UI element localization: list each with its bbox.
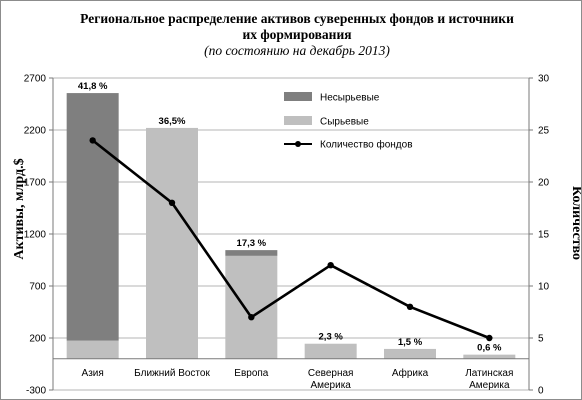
y2-tick-label-0: 30 bbox=[538, 74, 550, 85]
data-label-5: 0,6 % bbox=[477, 343, 502, 354]
chart-title-line-2: их формирования bbox=[242, 27, 351, 42]
y-tick-label-3: 1200 bbox=[24, 230, 47, 241]
count-point-3 bbox=[327, 262, 334, 269]
legend-swatch-0 bbox=[284, 92, 312, 101]
count-point-1 bbox=[168, 199, 176, 206]
category-label-4-line-0: Африка bbox=[392, 367, 429, 379]
bars bbox=[66, 93, 516, 359]
count-point-4 bbox=[406, 303, 414, 310]
data-label-2: 17,3 % bbox=[237, 238, 267, 249]
y2-tick-label-5: 5 bbox=[538, 334, 544, 345]
data-label-3: 2,3 % bbox=[319, 332, 344, 343]
category-label-5-line-1: Америка bbox=[469, 380, 510, 391]
chart-title: Региональное распределение активов сувер… bbox=[80, 11, 514, 58]
bar-raw-5 bbox=[463, 354, 516, 359]
legend-swatch-marker-2 bbox=[295, 141, 301, 147]
count-line bbox=[89, 137, 493, 342]
category-label-2: Европа bbox=[234, 368, 269, 379]
count-point-0 bbox=[89, 137, 96, 144]
y2-axis-title: Количество bbox=[569, 186, 581, 260]
legend-label-1: Сырьевые bbox=[320, 117, 369, 128]
count-line-path bbox=[91, 139, 490, 340]
legend: Несырьевые Сырьевые Количество фондов bbox=[284, 92, 413, 151]
category-label-3-line-1: Америка bbox=[310, 380, 351, 391]
category-label-1-line-0: Ближний Восток bbox=[134, 368, 210, 379]
count-point-5 bbox=[486, 334, 493, 342]
category-label-2-line-0: Европа bbox=[234, 368, 269, 379]
data-labels: 41,8 % 36,5% 17,3 % 2,3 % 1,5 % 0,6 % bbox=[78, 81, 502, 354]
y2-tick-label-2: 20 bbox=[538, 178, 550, 189]
y2-tick-label-4: 10 bbox=[538, 282, 550, 293]
data-label-0: 41,8 % bbox=[78, 81, 108, 92]
y-tick-label-1: 2200 bbox=[24, 126, 47, 137]
legend-swatch-1 bbox=[284, 116, 312, 125]
category-label-0: Азия bbox=[82, 368, 104, 379]
y2-tick-label-1: 25 bbox=[538, 126, 550, 137]
bar-nonraw-0 bbox=[66, 93, 119, 341]
data-label-4: 1,5 % bbox=[398, 337, 423, 348]
category-label-3-line-0: Северная bbox=[308, 368, 354, 379]
bar-raw-2 bbox=[225, 255, 278, 359]
y-tick-label-4: 700 bbox=[29, 282, 46, 293]
chart-subtitle: (по состоянию на декабрь 2013) bbox=[204, 43, 390, 58]
y-tick-label-0: 2700 bbox=[24, 74, 47, 85]
legend-label-2: Количество фондов bbox=[320, 139, 413, 151]
data-label-1: 36,5% bbox=[159, 116, 186, 127]
bar-raw-0 bbox=[66, 340, 119, 359]
bar-nonraw-2 bbox=[225, 250, 278, 256]
chart-title-line-1: Региональное распределение активов сувер… bbox=[80, 11, 514, 26]
category-label-0-line-0: Азия bbox=[82, 368, 104, 379]
y2-tick-label-6: 0 bbox=[538, 386, 544, 397]
y-tick-label-2: 1700 bbox=[24, 178, 47, 189]
bar-raw-3 bbox=[304, 343, 357, 359]
category-label-1: Ближний Восток bbox=[134, 368, 210, 379]
category-label-4: Африка bbox=[392, 367, 429, 379]
y-tick-label-5: 200 bbox=[29, 334, 46, 345]
y2-tick-label-3: 15 bbox=[538, 230, 550, 241]
bar-raw-1 bbox=[146, 127, 198, 359]
gridlines bbox=[53, 77, 529, 391]
y-tick-label-6: -300 bbox=[26, 386, 46, 397]
y-axis-title: Активы, млрд.$ bbox=[12, 158, 27, 259]
bar-raw-4 bbox=[384, 348, 436, 359]
category-label-5-line-0: Латинская bbox=[465, 368, 513, 379]
count-point-2 bbox=[248, 314, 255, 321]
axes: 2700 2200 1700 1200 700 200 -300 30 25 20 15 10 5 0 Аз… bbox=[24, 74, 550, 397]
legend-label-0: Несырьевые bbox=[320, 93, 380, 104]
